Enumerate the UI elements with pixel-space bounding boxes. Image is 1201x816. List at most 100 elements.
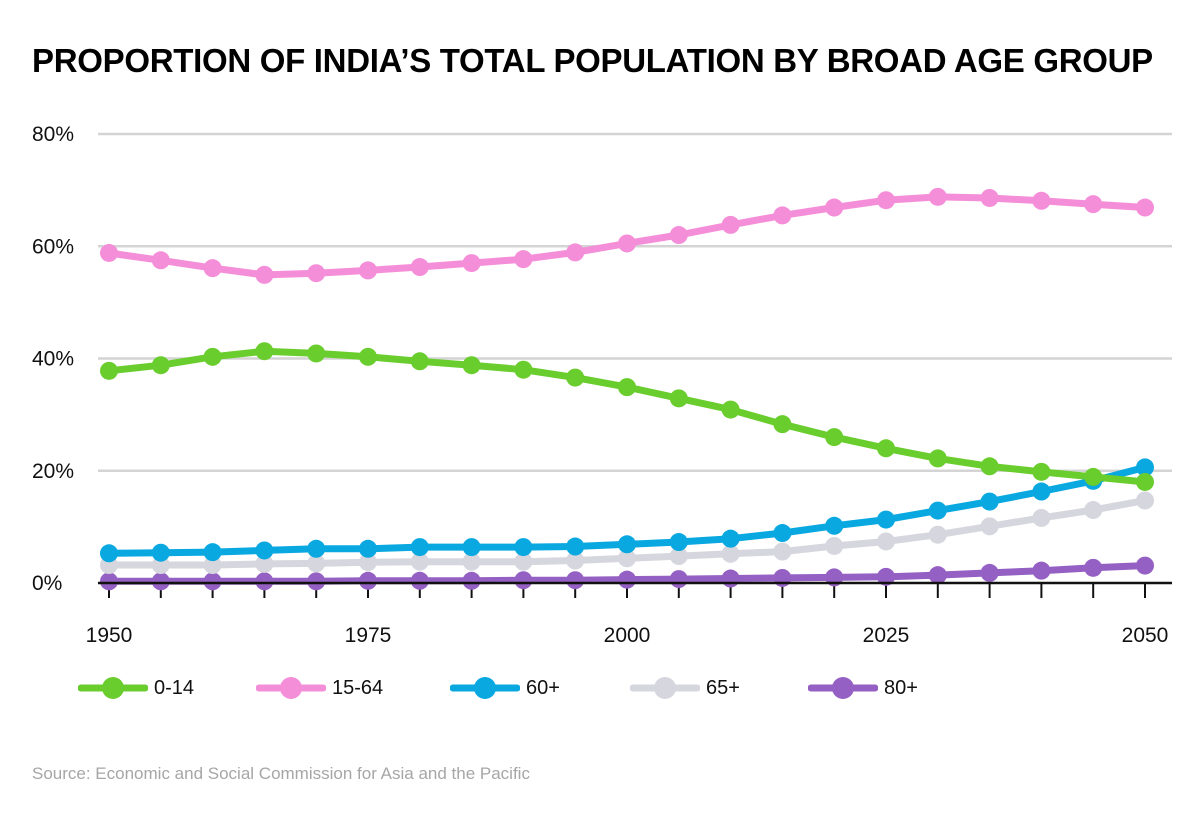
data-point-60+	[410, 538, 429, 557]
data-point-65+	[928, 525, 947, 544]
y-tick-label: 60%	[32, 235, 74, 258]
data-point-15-64	[410, 258, 429, 277]
chart-legend: 0-14 15-64 60+ 65+ 80+	[78, 670, 1178, 706]
data-point-65+	[462, 552, 481, 571]
data-point-65+	[514, 552, 533, 571]
data-point-15-64	[514, 250, 533, 269]
x-tick-label: 2025	[863, 624, 910, 647]
data-point-80+	[359, 571, 377, 590]
y-tick-label: 0%	[32, 572, 62, 595]
data-point-0-14	[1084, 467, 1103, 486]
data-point-65+	[410, 552, 429, 571]
legend-label: 60+	[526, 676, 560, 699]
data-point-65+	[721, 544, 740, 563]
data-point-60+	[980, 492, 999, 511]
data-point-80+	[669, 570, 688, 589]
data-point-80+	[980, 563, 999, 582]
data-point-80+	[151, 572, 170, 591]
data-point-80+	[514, 571, 533, 590]
x-tick-label: 1975	[345, 624, 392, 647]
data-point-15-64	[255, 265, 274, 284]
data-point-0-14	[566, 368, 585, 387]
data-point-65+	[669, 547, 688, 566]
data-point-15-64	[462, 254, 481, 273]
data-point-80+	[618, 570, 636, 589]
data-point-15-64	[307, 264, 326, 283]
data-point-60+	[1032, 482, 1051, 501]
source-note: Source: Economic and Social Commission f…	[32, 764, 530, 783]
data-point-15-64	[877, 191, 895, 210]
data-point-0-14	[618, 378, 636, 397]
data-point-15-64	[100, 243, 118, 262]
data-point-0-14	[410, 352, 429, 371]
data-point-60+	[359, 539, 377, 558]
data-point-80+	[877, 567, 895, 586]
data-point-65+	[980, 517, 999, 536]
data-point-0-14	[825, 428, 844, 447]
data-point-80+	[410, 571, 429, 590]
x-tick-label: 1950	[86, 624, 133, 647]
data-point-80+	[255, 572, 274, 591]
data-point-80+	[462, 571, 481, 590]
data-point-60+	[255, 541, 274, 560]
data-point-60+	[669, 533, 688, 552]
data-point-65+	[203, 556, 222, 575]
legend-label: 0-14	[154, 676, 195, 699]
data-point-0-14	[773, 415, 792, 434]
legend-item-60+: 60+	[450, 670, 560, 706]
data-point-15-64	[151, 251, 170, 270]
data-point-65+	[773, 542, 792, 561]
data-point-15-64	[359, 261, 377, 280]
legend-swatch	[808, 677, 878, 699]
x-tick-label: 2000	[604, 624, 651, 647]
data-point-0-14	[669, 389, 688, 408]
legend-item-15-64: 15-64	[256, 670, 383, 706]
data-point-15-64	[721, 215, 740, 234]
chart-title: PROPORTION OF INDIA’S TOTAL POPULATION B…	[32, 42, 1153, 79]
data-point-60+	[1136, 458, 1154, 477]
data-point-80+	[928, 566, 947, 585]
data-point-65+	[618, 549, 636, 568]
data-point-80+	[566, 571, 585, 590]
legend-label: 80+	[884, 676, 918, 699]
data-point-15-64	[825, 198, 844, 217]
data-point-65+	[307, 554, 326, 573]
data-point-65+	[1136, 491, 1154, 510]
data-point-65+	[255, 554, 274, 573]
data-point-0-14	[307, 344, 326, 363]
data-point-80+	[203, 572, 222, 591]
legend-item-80+: 80+	[808, 670, 918, 706]
data-point-60+	[566, 537, 585, 556]
data-point-65+	[877, 532, 895, 551]
data-point-0-14	[203, 347, 222, 366]
data-point-15-64	[1136, 198, 1154, 217]
data-point-60+	[151, 543, 170, 562]
legend-label: 65+	[706, 676, 740, 699]
data-point-0-14	[359, 347, 377, 366]
data-point-65+	[151, 556, 170, 575]
data-point-60+	[773, 524, 792, 543]
y-tick-label: 20%	[32, 460, 74, 483]
data-point-65+	[825, 536, 844, 555]
data-point-60+	[825, 516, 844, 535]
data-point-15-64	[1084, 195, 1103, 214]
data-point-0-14	[151, 356, 170, 375]
legend-swatch	[78, 677, 148, 699]
data-point-65+	[1084, 501, 1103, 520]
data-point-0-14	[1032, 462, 1051, 481]
data-point-0-14	[1136, 472, 1154, 491]
data-point-65+	[359, 553, 377, 572]
data-point-60+	[514, 538, 533, 557]
data-point-0-14	[514, 360, 533, 379]
data-point-15-64	[566, 243, 585, 262]
legend-label: 15-64	[332, 676, 384, 699]
data-point-0-14	[980, 457, 999, 476]
data-point-0-14	[928, 449, 947, 468]
data-point-0-14	[462, 356, 481, 375]
legend-item-0-14: 0-14	[78, 670, 194, 706]
data-point-80+	[1084, 558, 1103, 577]
legend-swatch	[630, 677, 700, 699]
y-tick-label: 80%	[32, 123, 74, 146]
data-point-60+	[928, 501, 947, 520]
